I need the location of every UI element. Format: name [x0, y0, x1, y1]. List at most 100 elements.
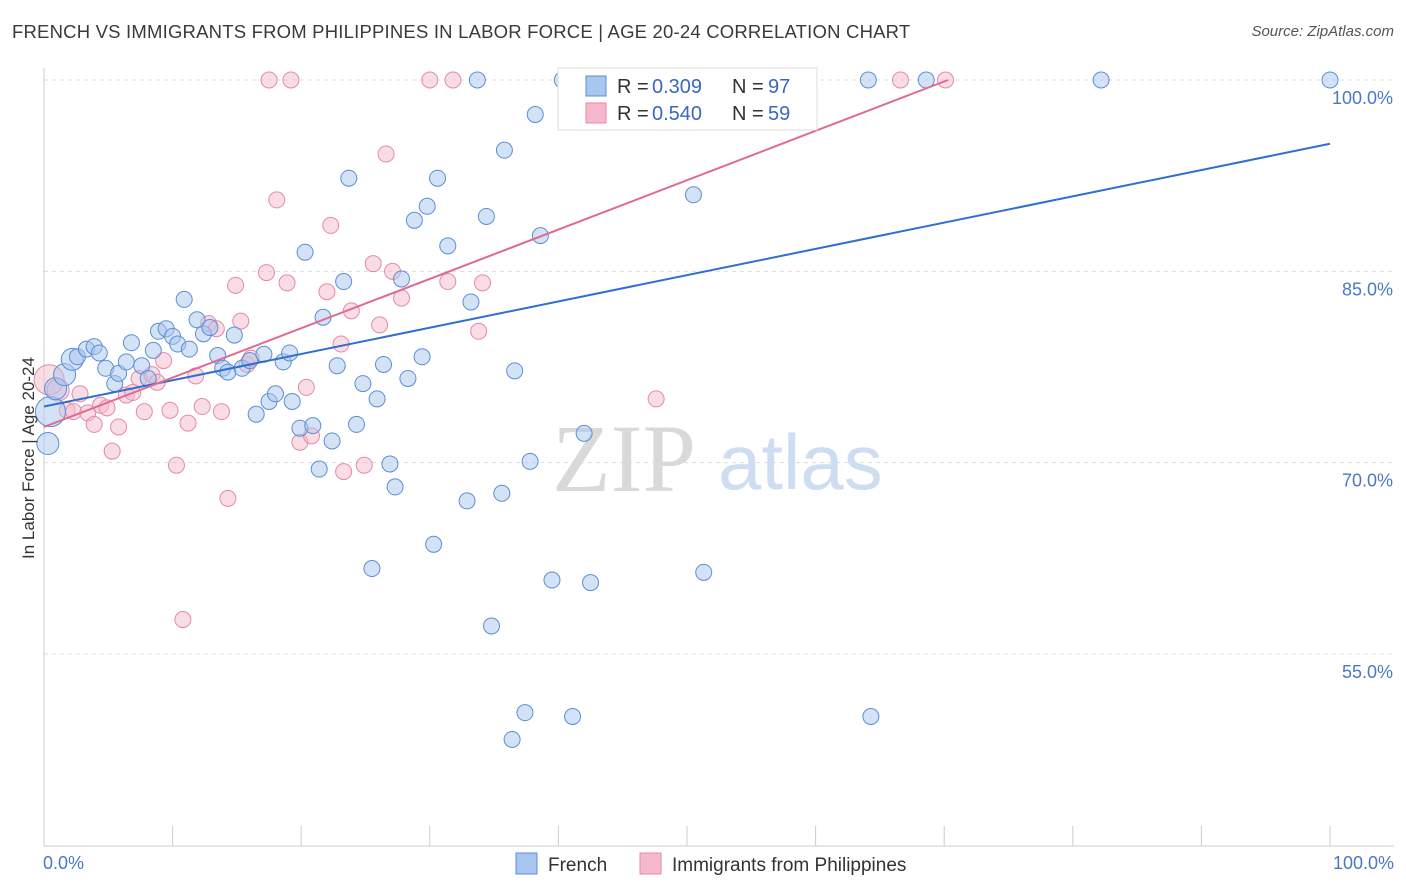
stats-legend: R = 0.309 N = 97 R = 0.540 N = 59 [557, 67, 818, 131]
french-point [493, 484, 511, 502]
french-point [399, 369, 417, 387]
french-point [201, 318, 219, 336]
french-point [468, 71, 486, 89]
french-point [36, 432, 60, 456]
bottom-swatch-phil [639, 852, 662, 875]
french-point [684, 186, 702, 204]
legend-n-value-french: 97 [768, 76, 790, 98]
philippines-point [103, 442, 121, 460]
legend-swatch-french [585, 75, 607, 97]
french-point [354, 375, 372, 393]
french-point [439, 237, 457, 255]
french-point [483, 617, 501, 635]
y-tick-label-85: 85.0% [1342, 279, 1393, 299]
philippines-point [227, 276, 245, 294]
french-point [340, 169, 358, 187]
french-point [247, 405, 265, 423]
philippines-point [268, 191, 286, 209]
french-point [117, 353, 135, 371]
french-point [695, 563, 713, 581]
bottom-legend-french: French [548, 855, 607, 876]
french-point [283, 392, 301, 410]
french-point [219, 363, 237, 381]
philippines-point [364, 255, 382, 273]
philippines-point [444, 71, 462, 89]
french-point [363, 560, 381, 578]
french-point [347, 415, 365, 433]
french-point [310, 460, 328, 478]
french-point [304, 417, 322, 435]
french-point [564, 708, 582, 726]
legend-r-value-phil: 0.540 [652, 103, 702, 125]
french-point [188, 311, 206, 329]
philippines-point [377, 145, 395, 163]
french-point [368, 390, 386, 408]
french-point [405, 211, 423, 229]
bottom-swatch-french [515, 852, 538, 875]
philippines-point [219, 489, 237, 507]
french-point [503, 730, 521, 748]
philippines-point [371, 316, 389, 334]
philippines-point [260, 71, 278, 89]
philippines-point [282, 71, 300, 89]
philippines-point [891, 71, 909, 89]
y-axis-label: In Labor Force | Age 20-24 [19, 357, 38, 559]
x-tick-min: 0.0% [43, 853, 84, 873]
philippines-point [193, 398, 211, 416]
philippines-trend-line [43, 79, 949, 428]
philippines-point [174, 611, 192, 629]
french-point [582, 574, 600, 592]
philippines-point [297, 378, 315, 396]
legend-r-label-phil: R = [617, 103, 649, 125]
french-point [516, 704, 534, 722]
french-point [859, 71, 877, 89]
philippines-point [179, 414, 197, 432]
y-tick-label-70: 70.0% [1342, 471, 1393, 491]
philippines-point [85, 415, 103, 433]
y-tick-label-55: 55.0% [1342, 662, 1393, 682]
french-point [122, 334, 140, 352]
french-point [506, 362, 524, 380]
legend-n-label-french: N = [732, 76, 764, 98]
french-point [225, 326, 243, 344]
french-point [1321, 71, 1339, 89]
french-point [575, 424, 593, 442]
trend-lines [43, 79, 1331, 428]
y-tick-label-100: 100.0% [1332, 88, 1393, 108]
french-trend-line [43, 142, 1331, 408]
french-point [425, 535, 443, 553]
french-point [335, 273, 353, 291]
legend-n-label-phil: N = [732, 103, 764, 125]
philippines-point [278, 274, 296, 292]
french-point [418, 197, 436, 215]
philippines-point [167, 456, 185, 474]
bottom-legend-phil: Immigrants from Philippines [672, 855, 906, 876]
watermark-zip: ZIP [552, 405, 696, 512]
french-point [543, 571, 561, 589]
philippines-point [155, 352, 173, 370]
french-point [266, 385, 284, 403]
philippines-point [318, 283, 336, 301]
french-point [375, 355, 393, 373]
french-point [393, 270, 411, 288]
philippines-point [470, 322, 488, 340]
french-point [90, 344, 108, 362]
french-point [429, 169, 447, 187]
y-tick-labels: 55.0% 70.0% 85.0% 100.0% [1332, 88, 1393, 682]
french-point [328, 357, 346, 375]
chart-title: FRENCH VS IMMIGRANTS FROM PHILIPPINES IN… [12, 21, 911, 42]
philippines-point [322, 216, 340, 234]
french-point [381, 455, 399, 473]
philippines-point [474, 274, 492, 292]
series-french-points [34, 71, 1339, 748]
x-tick-max: 100.0% [1333, 853, 1394, 873]
legend-r-label-french: R = [617, 76, 649, 98]
french-point [413, 348, 431, 366]
french-point [175, 290, 193, 308]
french-point [386, 478, 404, 496]
legend-n-value-phil: 59 [768, 103, 790, 125]
philippines-point [161, 401, 179, 419]
philippines-point [257, 264, 275, 282]
french-point [462, 293, 480, 311]
